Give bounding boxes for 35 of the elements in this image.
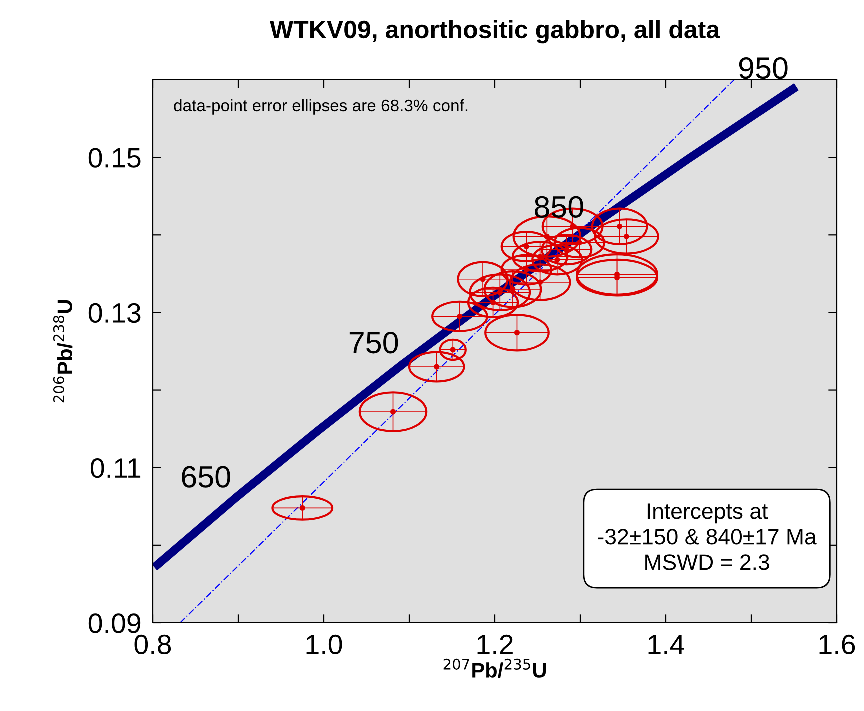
point (554, 257, 560, 263)
x-axis-title: $^{207}$Pb/$^{235}$U (444, 658, 546, 678)
point (576, 240, 582, 246)
point (490, 300, 496, 306)
annotation: Intercepts at -32±150 & 840±17 Ma MSWD = 2.3 (598, 504, 817, 570)
x-tick-label: 0.8 (134, 634, 172, 655)
point (564, 247, 570, 253)
annotation: data-point error ellipses are 68.3% conf. (174, 99, 468, 115)
point (514, 330, 520, 336)
chart-title: WTKV09, anorthositic gabbro, all data (270, 20, 720, 44)
point (510, 286, 516, 292)
y-tick-label: 0.15 (88, 148, 141, 168)
x-tick-label: 1.2 (478, 634, 513, 654)
point (497, 290, 503, 296)
point (524, 244, 530, 250)
point (624, 234, 630, 240)
annotation: 950 (739, 57, 788, 80)
y-tick-label: 0.09 (88, 614, 141, 634)
point (434, 364, 440, 370)
point (544, 234, 550, 240)
x-tick-label: 1.6 (820, 634, 856, 655)
annotation: 650 (182, 466, 230, 488)
annotation: 750 (350, 332, 398, 354)
point (390, 409, 396, 415)
point (524, 267, 530, 273)
point (480, 276, 486, 282)
point (457, 314, 463, 320)
y-axis-title: $^{206}$Pb/$^{238}$U (53, 300, 73, 403)
point (538, 280, 544, 286)
x-tick-label: 1.4 (648, 635, 684, 654)
y-tick-label: 0.11 (90, 458, 141, 478)
y-tick-label: 0.13 (88, 303, 141, 324)
point (300, 505, 306, 511)
point (617, 224, 623, 230)
x-tick-label: 1.0 (306, 634, 342, 655)
